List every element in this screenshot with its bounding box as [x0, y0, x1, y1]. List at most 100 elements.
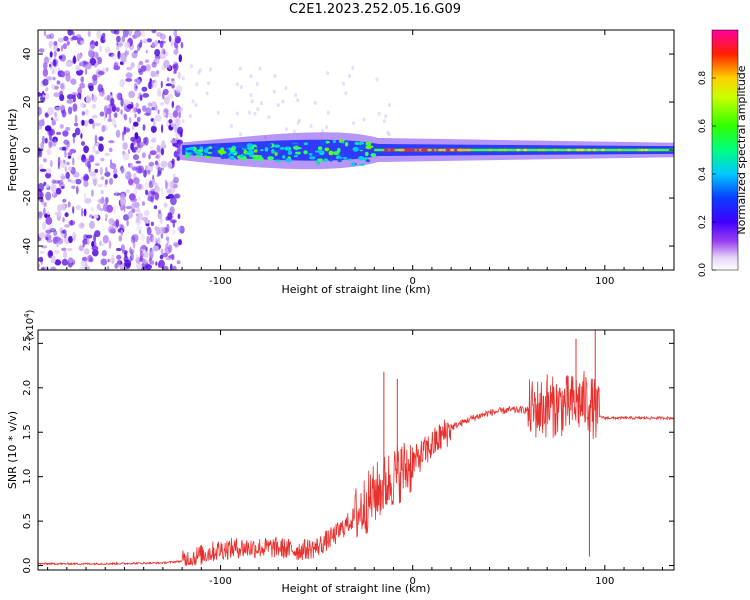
noise-speckle	[106, 265, 110, 270]
noise-speckle	[170, 196, 177, 206]
faint-speckle	[351, 65, 355, 70]
noise-speckle	[134, 113, 137, 118]
noise-speckle	[111, 254, 115, 262]
y-tick-label: 0	[22, 147, 33, 153]
noise-speckle	[124, 172, 128, 177]
noise-speckle	[136, 213, 139, 217]
noise-speckle	[57, 37, 65, 43]
noise-speckle	[152, 118, 156, 127]
signal-blob	[351, 162, 356, 167]
signal-blob	[293, 155, 298, 158]
y-tick-label: 0.5	[22, 513, 33, 529]
noise-speckle	[52, 58, 59, 68]
colorbar-tick-label: 0.6	[698, 119, 708, 134]
noise-speckle	[38, 263, 41, 269]
noise-speckle	[154, 40, 159, 47]
noise-speckle	[131, 51, 138, 59]
noise-speckle	[62, 198, 67, 203]
noise-speckle	[125, 72, 133, 79]
noise-speckle	[150, 80, 156, 83]
noise-speckle	[41, 266, 45, 270]
x-tick-label: 100	[595, 576, 614, 587]
signal-blob	[316, 160, 321, 165]
noise-speckle	[117, 258, 121, 268]
signal-blob	[367, 143, 371, 147]
noise-speckle	[147, 190, 154, 199]
noise-speckle	[99, 45, 102, 52]
noise-speckle	[98, 143, 104, 152]
noise-speckle	[135, 160, 142, 164]
noise-speckle	[170, 80, 176, 85]
noise-speckle	[142, 124, 146, 131]
signal-blob	[230, 147, 236, 153]
noise-speckle	[148, 81, 152, 90]
noise-speckle	[85, 67, 88, 76]
noise-speckle	[66, 247, 73, 252]
noise-speckle	[99, 111, 105, 117]
noise-speckle	[154, 114, 162, 122]
noise-speckle	[78, 222, 85, 229]
faint-speckle	[238, 66, 242, 71]
noise-speckle	[104, 46, 111, 54]
noise-speckle	[83, 145, 89, 154]
noise-speckle	[136, 262, 142, 270]
noise-speckle	[107, 118, 113, 123]
noise-speckle	[159, 226, 165, 235]
faint-speckle	[326, 110, 330, 115]
noise-speckle	[156, 70, 160, 75]
noise-speckle	[91, 189, 94, 197]
noise-speckle	[79, 40, 85, 45]
noise-speckle	[172, 64, 177, 69]
signal-segment	[600, 148, 605, 152]
noise-speckle	[113, 173, 118, 179]
signal-blob	[198, 149, 204, 152]
noise-speckle	[87, 255, 93, 263]
noise-speckle	[42, 62, 48, 70]
noise-speckle	[170, 39, 174, 47]
noise-speckle	[42, 78, 49, 86]
noise-speckle	[149, 249, 154, 259]
noise-speckle	[143, 169, 147, 178]
noise-speckle	[145, 49, 148, 54]
noise-speckle	[63, 35, 69, 42]
noise-speckle	[54, 111, 58, 118]
signal-blob	[239, 155, 244, 158]
faint-speckle	[273, 74, 277, 78]
noise-speckle	[50, 117, 54, 121]
noise-speckle	[102, 235, 109, 244]
signal-blob	[282, 155, 286, 159]
noise-speckle	[66, 141, 71, 148]
y-tick-label: 2.5	[22, 335, 33, 351]
noise-speckle	[145, 64, 151, 72]
noise-speckle	[50, 266, 57, 270]
noise-speckle	[88, 85, 94, 92]
noise-speckle	[61, 258, 69, 266]
noise-speckle	[78, 40, 81, 45]
noise-speckle	[72, 137, 75, 144]
noise-speckle	[176, 37, 181, 44]
noise-speckle	[40, 198, 44, 203]
y-tick-label: 1.0	[22, 469, 33, 485]
noise-speckle	[94, 168, 99, 173]
noise-speckle	[43, 56, 50, 64]
faint-speckle	[309, 124, 313, 128]
noise-speckle	[44, 125, 52, 132]
noise-speckle	[111, 105, 117, 112]
noise-speckle	[139, 94, 143, 101]
snr-frame	[37, 329, 675, 571]
noise-speckle	[109, 162, 117, 170]
snr-y-scale-label: (x104)	[23, 309, 36, 340]
signal-segment	[567, 148, 571, 152]
noise-speckle	[108, 147, 113, 153]
noise-speckle	[130, 136, 136, 142]
noise-speckle	[60, 45, 64, 52]
noise-speckle	[172, 242, 180, 247]
noise-speckle	[51, 138, 56, 143]
noise-speckle	[156, 173, 160, 177]
noise-speckle	[115, 45, 120, 51]
noise-speckle	[38, 232, 46, 239]
spectrogram-panel: -100 0 100 -40 -20 0 20 40 Height of straight l…	[6, 29, 675, 296]
noise-speckle	[79, 82, 86, 89]
noise-speckle	[145, 189, 149, 196]
noise-speckle	[93, 214, 99, 219]
